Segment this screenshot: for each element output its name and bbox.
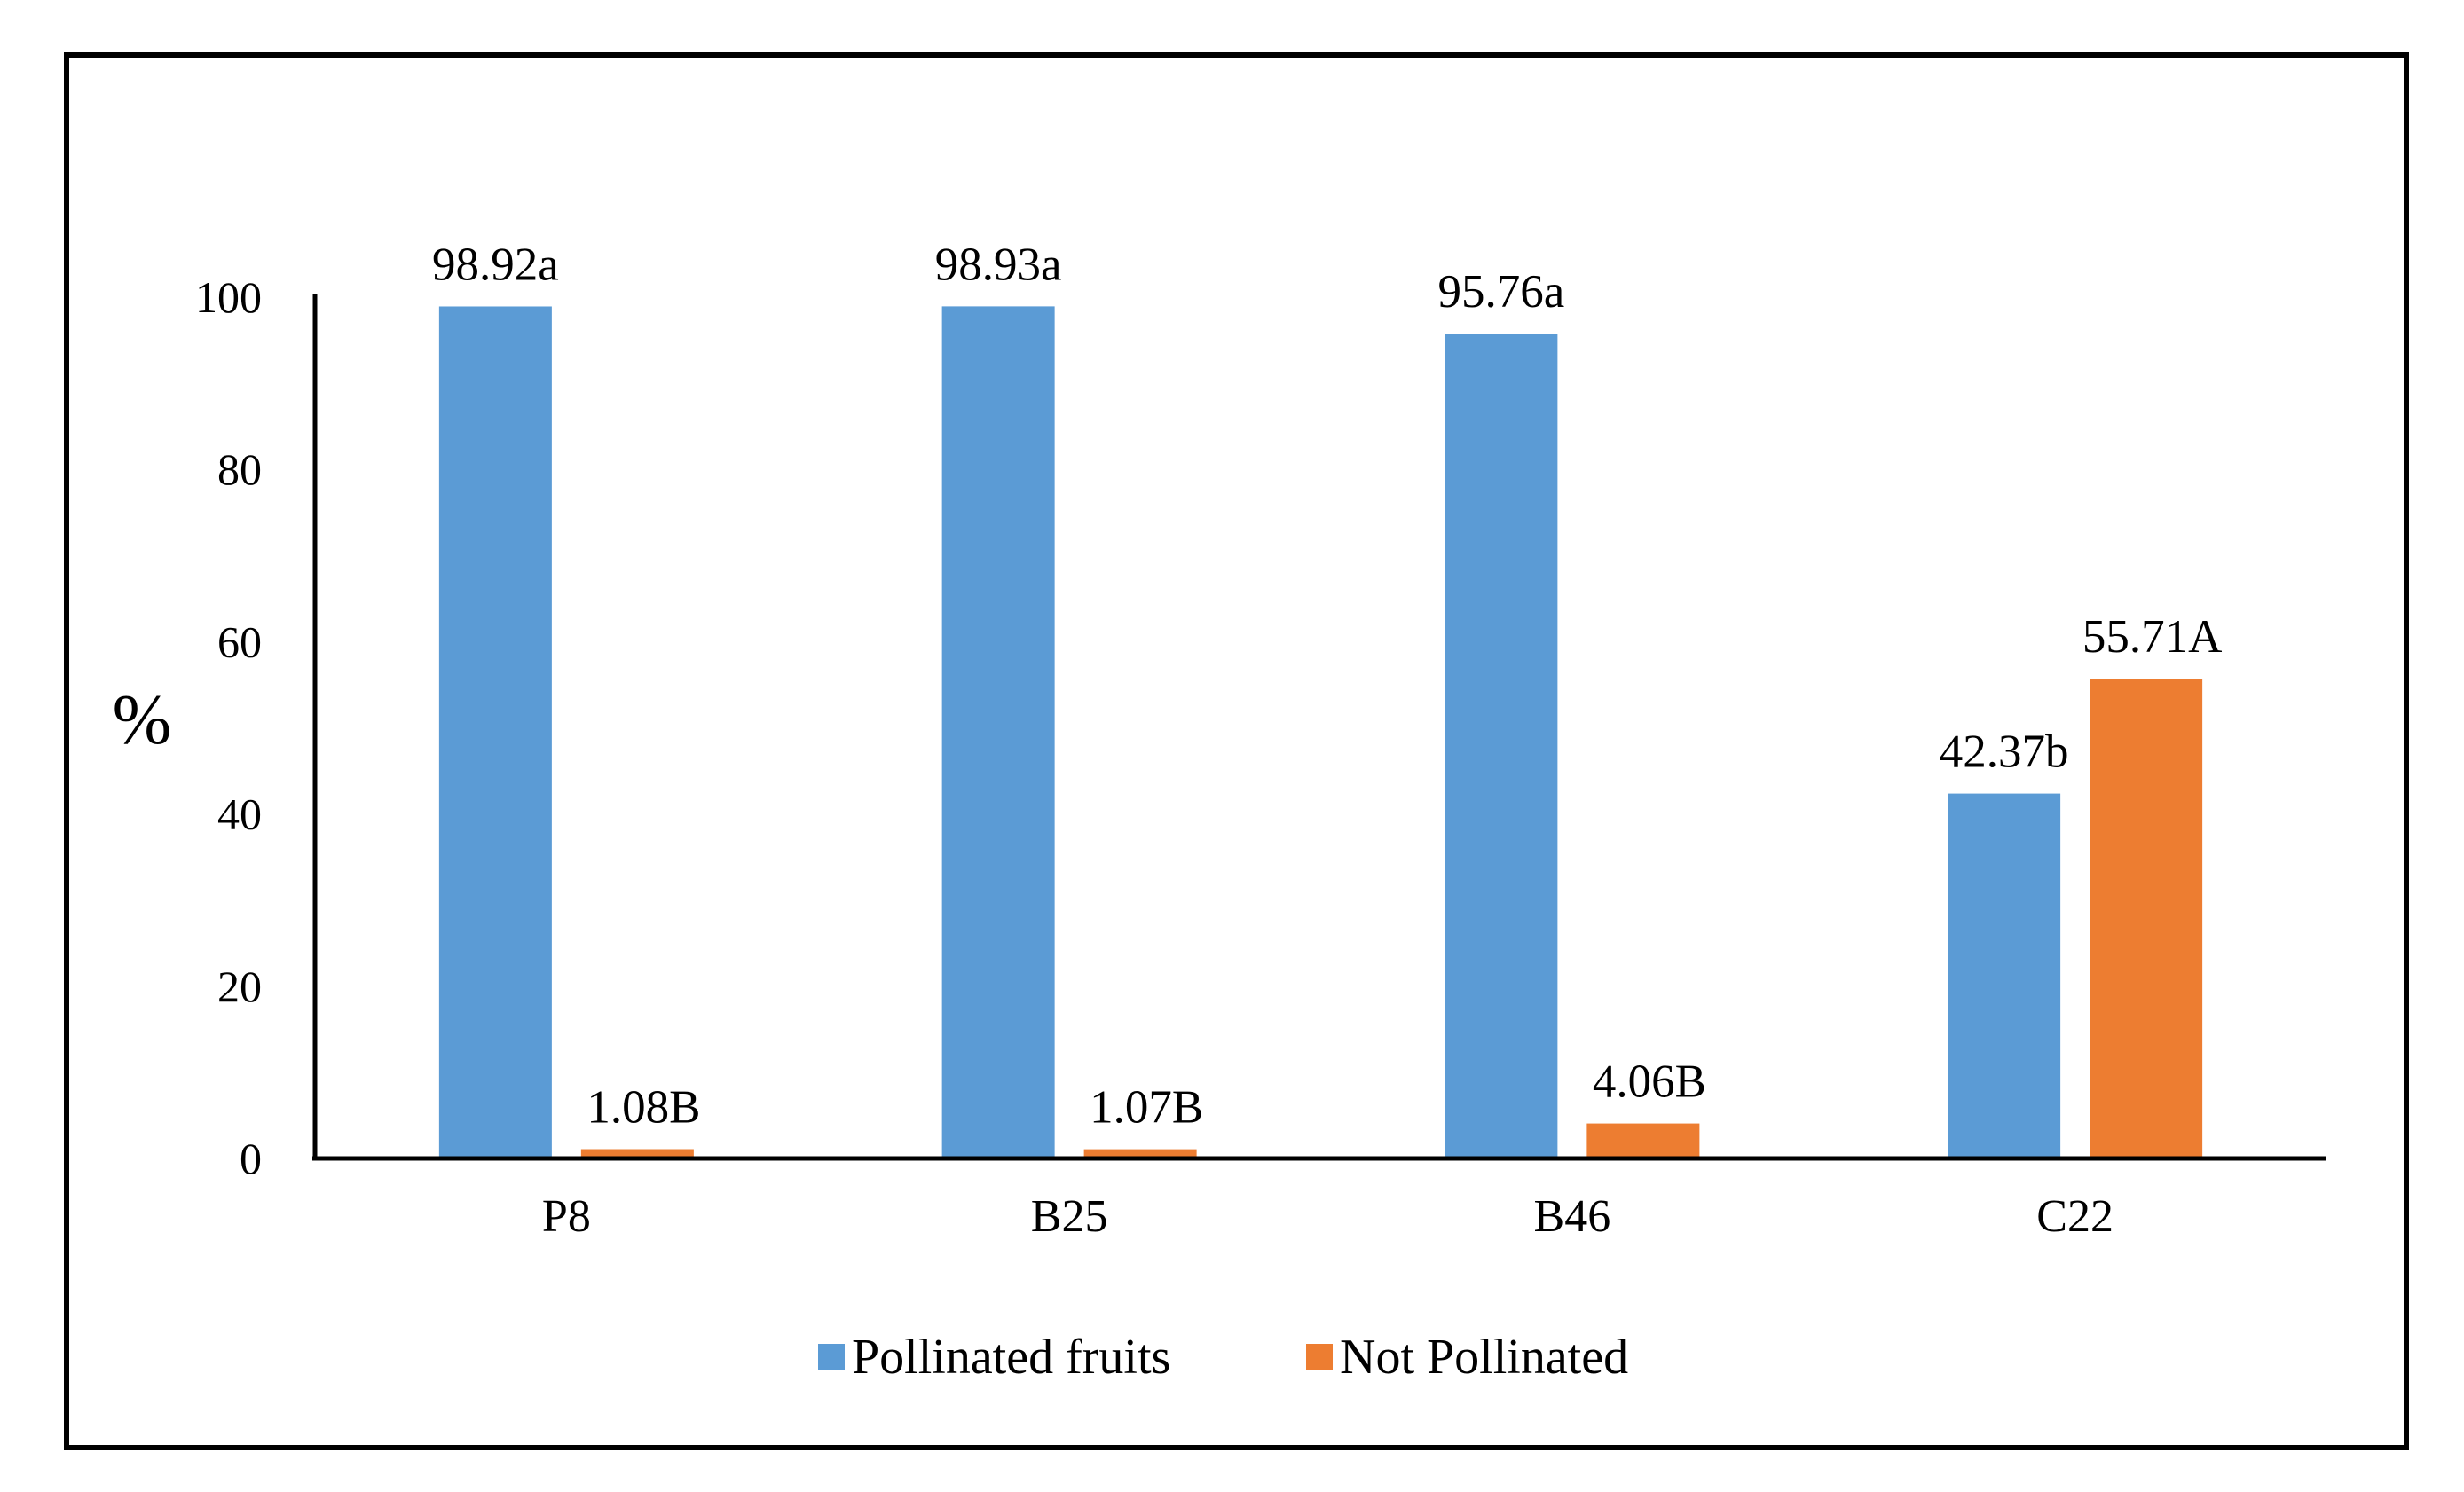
bar-pollinated-fruits-p8 bbox=[438, 306, 552, 1158]
bar-not-pollinated-c22 bbox=[2090, 679, 2203, 1158]
x-category-label: B46 bbox=[1534, 1191, 1611, 1242]
x-category-label: P8 bbox=[542, 1191, 591, 1242]
x-category-label: C22 bbox=[2036, 1191, 2114, 1242]
y-tick-label: 20 bbox=[217, 962, 262, 1011]
legend: Pollinated fruits Not Pollinated bbox=[818, 1330, 1628, 1385]
x-category-label: B25 bbox=[1031, 1191, 1108, 1242]
y-tick-label: 80 bbox=[217, 444, 262, 494]
y-axis-title: % bbox=[113, 681, 172, 759]
data-label: 95.76a bbox=[1437, 266, 1564, 318]
y-tick-label: 0 bbox=[240, 1134, 262, 1183]
y-tick-label: 40 bbox=[217, 789, 262, 839]
y-tick-label: 100 bbox=[195, 272, 262, 322]
data-label: 42.37b bbox=[1940, 726, 2069, 778]
data-label: 4.06B bbox=[1593, 1056, 1706, 1108]
bar-not-pollinated-b46 bbox=[1586, 1123, 1700, 1158]
legend-swatch-pollinated-fruits bbox=[818, 1344, 845, 1370]
bar-not-pollinated-p8 bbox=[580, 1149, 694, 1158]
bar-pollinated-fruits-c22 bbox=[1948, 793, 2061, 1158]
y-tick-label: 60 bbox=[217, 616, 262, 666]
bar-not-pollinated-b25 bbox=[1083, 1149, 1197, 1158]
bar-pollinated-fruits-b46 bbox=[1445, 334, 1558, 1158]
data-label: 98.93a bbox=[935, 239, 1062, 290]
legend-label: Pollinated fruits bbox=[852, 1330, 1170, 1385]
legend-swatch-not-pollinated bbox=[1306, 1344, 1333, 1370]
data-label: 1.08B bbox=[586, 1082, 700, 1134]
legend-label: Not Pollinated bbox=[1340, 1330, 1628, 1385]
data-label: 98.92a bbox=[432, 239, 559, 290]
data-label: 1.07B bbox=[1090, 1082, 1203, 1134]
bar-pollinated-fruits-b25 bbox=[941, 306, 1055, 1158]
data-label: 55.71A bbox=[2082, 611, 2223, 663]
